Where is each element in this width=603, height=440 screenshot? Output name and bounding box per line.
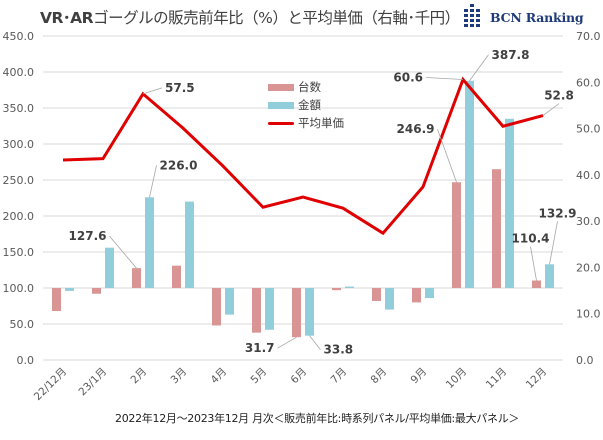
y-right-tick-label: 40.0	[576, 169, 601, 182]
bar-amount	[265, 288, 274, 330]
x-tick-label: 5月	[248, 366, 269, 387]
y-left-tick-label: 400.0	[3, 66, 35, 79]
data-label: 60.6	[393, 71, 423, 85]
legend-swatch-amount	[268, 101, 294, 109]
bar-amount	[385, 288, 394, 310]
footer-note: 2022年12月～2023年12月 月次＜販売前年比:時系列パネル/平均単価:最…	[115, 412, 520, 425]
legend-item-avg-price: 平均単価	[268, 114, 344, 132]
y-left-tick-label: 0.0	[17, 354, 35, 367]
bar-units	[172, 265, 181, 288]
bar-units	[92, 288, 101, 294]
bar-amount	[105, 247, 114, 288]
x-tick-label: 7月	[328, 366, 349, 387]
y-right-tick-label: 20.0	[576, 261, 601, 274]
bcn-logo-icon	[464, 4, 480, 27]
chart-title: VR･ARゴーグルの販売前年比（%）と平均単価（右軸･千円）	[40, 6, 460, 28]
x-tick-label: 4月	[208, 366, 229, 387]
data-label: 33.8	[324, 343, 354, 357]
y-right-tick-label: 70.0	[576, 30, 601, 43]
chart-title-rest: ゴーグルの販売前年比（%）と平均単価（右軸･千円）	[93, 9, 460, 27]
data-label: 52.8	[544, 89, 574, 103]
bar-amount	[505, 118, 514, 288]
x-tick-label: 9月	[408, 366, 429, 387]
leader-line	[109, 235, 137, 269]
data-label: 57.5	[165, 81, 195, 95]
legend-label-units: 台数	[298, 80, 321, 94]
x-tick-label: 6月	[288, 366, 309, 387]
leader-line	[425, 77, 464, 80]
data-label: 110.4	[512, 232, 550, 246]
bar-amount	[345, 286, 354, 288]
bar-amount	[305, 288, 314, 336]
bar-units	[212, 288, 221, 326]
legend-label-avg-price: 平均単価	[298, 116, 344, 130]
bar-amount	[465, 80, 474, 288]
legend-swatch-avg-price	[268, 121, 294, 125]
bar-units	[532, 280, 541, 288]
x-tick-label: 3月	[168, 366, 189, 387]
bar-units	[132, 268, 141, 288]
x-tick-label: 23/1月	[77, 366, 110, 399]
legend-item-units: 台数	[268, 78, 344, 96]
data-label: 387.8	[492, 48, 530, 62]
bar-amount	[545, 264, 554, 288]
y-right-tick-label: 60.0	[576, 76, 601, 89]
bar-units	[492, 169, 501, 288]
bar-amount	[65, 288, 74, 291]
y-left-tick-label: 450.0	[3, 30, 35, 43]
x-tick-label: 2月	[128, 366, 149, 387]
bar-amount	[185, 201, 194, 288]
y-left-tick-label: 150.0	[3, 246, 35, 259]
data-label: 127.6	[69, 229, 107, 243]
leader-line	[437, 129, 457, 183]
leader-line	[549, 221, 558, 265]
chart-title-bold: VR･AR	[40, 9, 94, 27]
leader-line	[142, 87, 163, 95]
data-label: 31.7	[245, 341, 275, 355]
leader-line	[469, 54, 489, 82]
y-left-tick-label: 300.0	[3, 138, 35, 151]
data-label: 246.9	[397, 122, 435, 136]
leader-line	[149, 165, 157, 198]
y-left-tick-label: 200.0	[3, 210, 35, 223]
y-right-tick-label: 30.0	[576, 215, 601, 228]
y-left-tick-label: 350.0	[3, 102, 35, 115]
x-tick-label: 22/12月	[32, 366, 69, 403]
data-label: 132.9	[539, 206, 577, 220]
bar-amount	[425, 288, 434, 299]
leader-line	[530, 246, 537, 281]
bar-units	[332, 288, 341, 291]
leader-line	[277, 336, 297, 349]
data-label: 226.0	[160, 158, 198, 172]
bar-units	[252, 288, 261, 333]
brand-name: BCN Ranking	[490, 9, 584, 25]
x-tick-label: 10月	[444, 366, 469, 391]
x-tick-label: 8月	[368, 366, 389, 387]
bar-amount	[225, 288, 234, 315]
leader-line	[309, 335, 321, 350]
bar-units	[412, 288, 421, 303]
y-right-tick-label: 50.0	[576, 123, 601, 136]
y-right-tick-label: 10.0	[576, 308, 601, 321]
bar-units	[372, 288, 381, 301]
y-left-tick-label: 250.0	[3, 174, 35, 187]
x-tick-label: 11月	[484, 366, 509, 391]
bcn-logo: BCN Ranking	[462, 4, 584, 30]
bar-amount	[145, 197, 154, 288]
leader-line	[542, 103, 560, 116]
bar-units	[52, 288, 61, 312]
y-right-tick-label: 0.0	[576, 354, 594, 367]
x-tick-label: 12月	[524, 366, 549, 391]
legend: 台数 金額 平均単価	[268, 78, 344, 132]
bar-units	[452, 182, 461, 288]
y-left-tick-label: 100.0	[3, 282, 35, 295]
legend-item-amount: 金額	[268, 96, 344, 114]
bar-units	[292, 288, 301, 338]
legend-label-amount: 金額	[298, 98, 321, 112]
legend-swatch-units	[268, 83, 294, 91]
y-left-tick-label: 50.0	[10, 318, 35, 331]
